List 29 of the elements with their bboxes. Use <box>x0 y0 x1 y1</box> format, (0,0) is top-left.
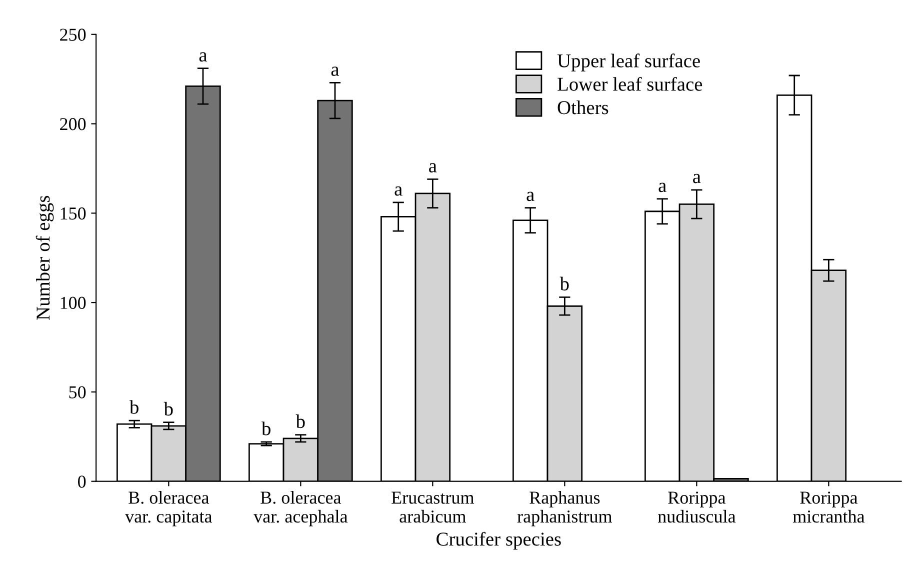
data-label: a <box>693 174 701 184</box>
y-tick-label: 100 <box>60 296 86 309</box>
data-label: a <box>658 182 666 192</box>
x-tick-label: B. oleracea var. capitata <box>125 491 212 526</box>
y-tick-label: 0 <box>78 476 86 488</box>
x-tick-label: Rorippa nudiuscula <box>658 492 736 523</box>
legend-label: Others <box>558 100 608 114</box>
y-tick-label: 200 <box>60 118 86 130</box>
y-tick-label: 50 <box>69 386 86 398</box>
y-tick-label: 150 <box>60 207 86 220</box>
data-label: b <box>261 422 270 436</box>
data-label: b <box>164 402 173 416</box>
data-label: a <box>526 192 534 202</box>
legend-label: Lower leaf surface <box>558 76 702 91</box>
data-label: a <box>429 163 437 172</box>
legend-label: Upper leaf surface <box>557 54 700 72</box>
data-label: b <box>296 414 305 428</box>
y-tick-label: 250 <box>60 28 86 41</box>
y-axis-title: Number of eggs <box>36 196 54 320</box>
data-label: b <box>129 400 138 414</box>
x-tick-label: Rorippa micrantha <box>792 492 865 523</box>
data-label: a <box>199 52 208 62</box>
data-label: a <box>394 186 402 196</box>
x-tick-label: B. oleracea var. acephala <box>254 491 348 526</box>
data-label: b <box>560 276 569 290</box>
x-tick-label: Erucastrum arabicum <box>392 492 474 523</box>
x-tick-label: Raphanus raphanistrum <box>517 491 612 526</box>
x-axis-title: Crucifer species <box>436 532 561 550</box>
data-label: a <box>331 66 340 76</box>
